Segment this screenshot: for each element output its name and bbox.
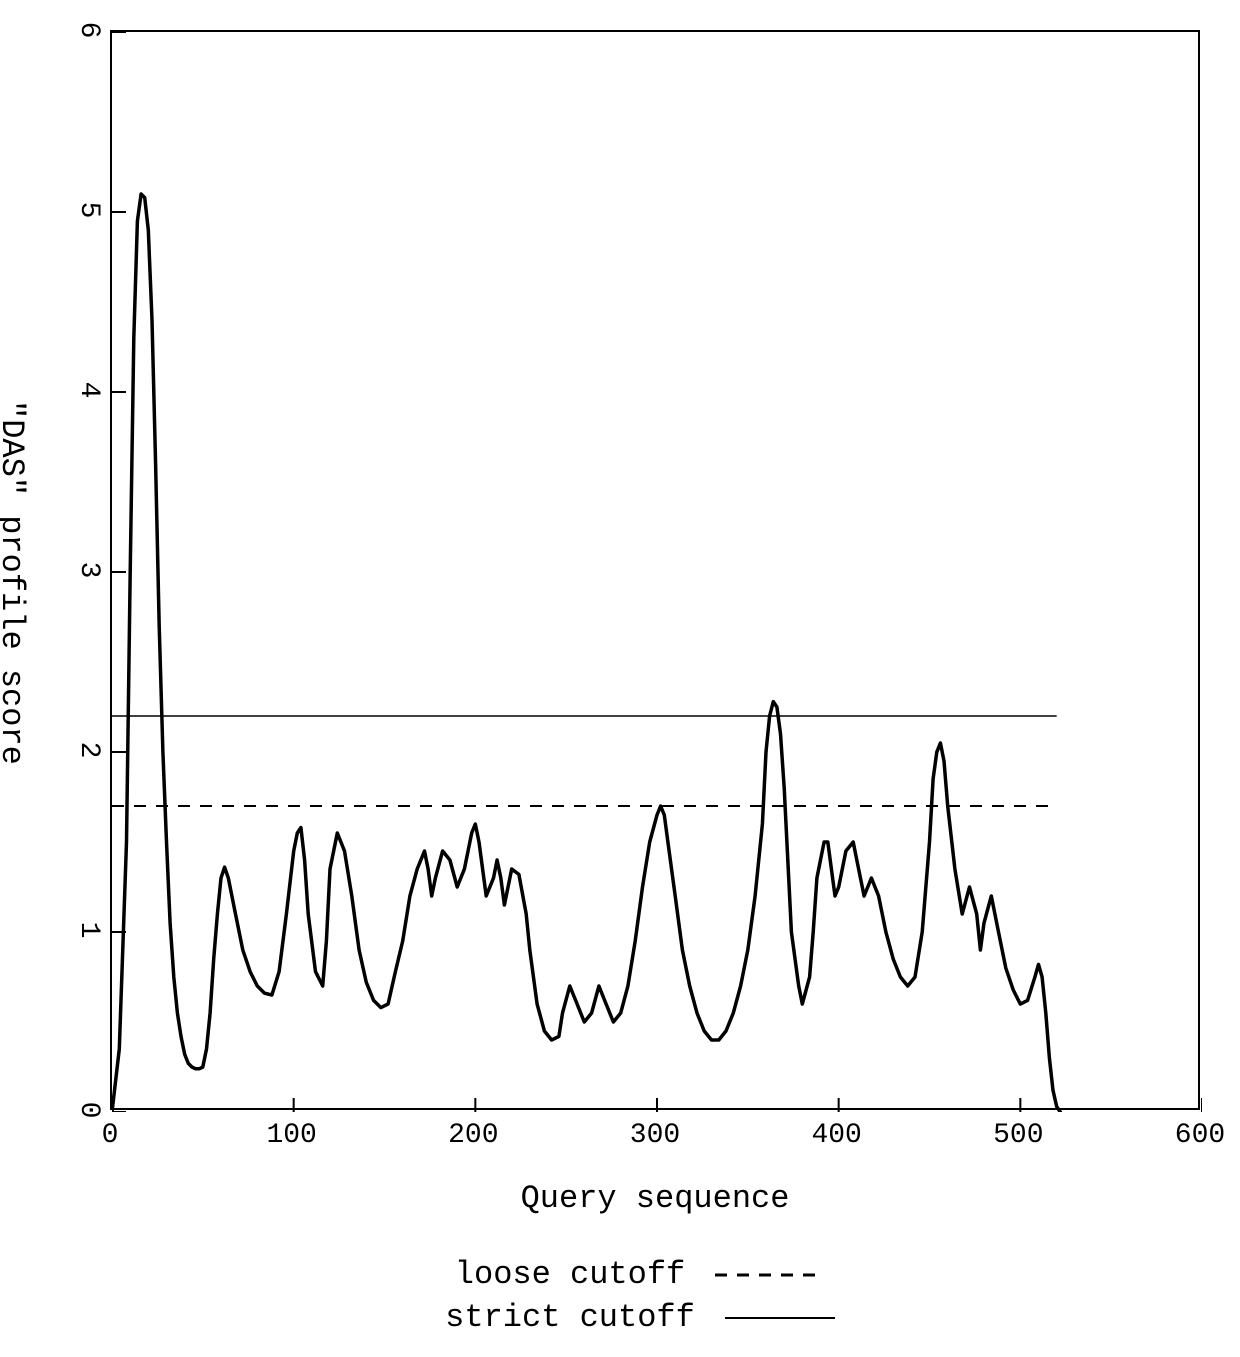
- y-tick-label: 0: [73, 1102, 104, 1119]
- x-tick-label: 500: [993, 1120, 1043, 1151]
- x-axis-label: Query sequence: [110, 1180, 1200, 1217]
- y-tick-label: 4: [73, 382, 104, 399]
- legend-row-strict: strict cutoff: [380, 1299, 900, 1336]
- y-tick-label: 2: [73, 742, 104, 759]
- y-tick-label: 6: [73, 22, 104, 39]
- x-tick-label: 0: [102, 1120, 119, 1151]
- y-tick-label: 5: [73, 202, 104, 219]
- chart-svg: [112, 32, 1202, 1112]
- legend-line-loose: [715, 1271, 825, 1279]
- legend-label-strict: strict cutoff: [445, 1299, 695, 1336]
- legend-line-strict: [725, 1314, 835, 1322]
- legend-row-loose: loose cutoff: [380, 1256, 900, 1293]
- y-axis-label: "DAS" profile score: [0, 400, 30, 765]
- x-tick-label: 300: [630, 1120, 680, 1151]
- plot-area: [110, 30, 1200, 1110]
- x-tick-label: 400: [811, 1120, 861, 1151]
- x-tick-label: 600: [1175, 1120, 1225, 1151]
- legend: loose cutoff strict cutoff: [380, 1250, 900, 1342]
- x-tick-label: 200: [448, 1120, 498, 1151]
- y-tick-label: 3: [73, 562, 104, 579]
- page: 0 100 200 300 400 500 600 0 1 2 3 4 5 6 Query sequen…: [0, 0, 1240, 1357]
- legend-label-loose: loose cutoff: [455, 1256, 685, 1293]
- x-tick-label: 100: [266, 1120, 316, 1151]
- y-tick-label: 1: [73, 922, 104, 939]
